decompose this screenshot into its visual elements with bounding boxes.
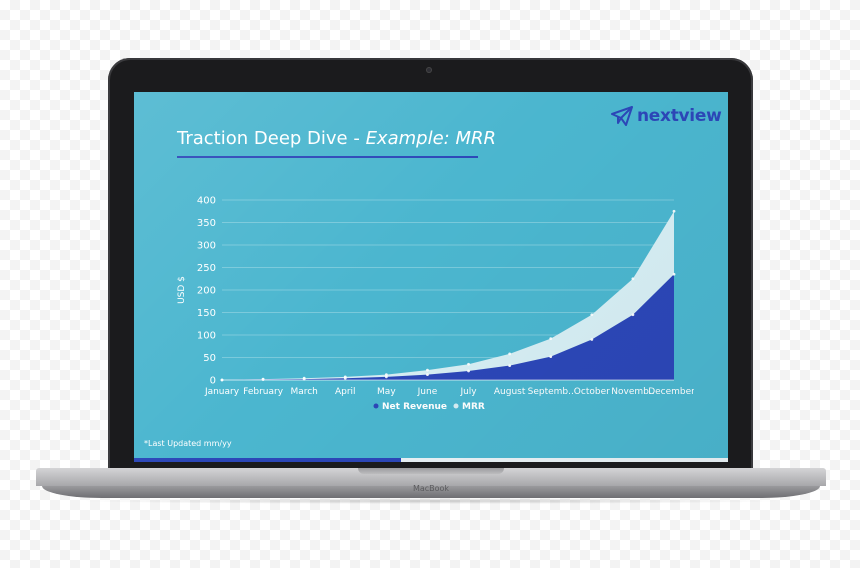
point-net-revenue bbox=[672, 272, 676, 276]
x-tick-label: March bbox=[290, 387, 317, 397]
x-tick-label: August bbox=[494, 387, 526, 397]
legend-label: MRR bbox=[462, 402, 485, 412]
laptop-lid: Traction Deep Dive - Example: MRR nextvi… bbox=[108, 58, 753, 470]
nextview-logo: nextview bbox=[611, 106, 722, 126]
x-tick-label: October bbox=[574, 387, 610, 397]
point-net-revenue bbox=[631, 313, 635, 317]
point-net-revenue bbox=[549, 355, 553, 358]
point-mrr bbox=[508, 352, 512, 356]
x-tick-label: May bbox=[377, 387, 396, 397]
point-net-revenue bbox=[467, 369, 470, 373]
y-tick-label: 350 bbox=[197, 218, 216, 229]
title-underline bbox=[177, 156, 478, 158]
footnote: *Last Updated mm/yy bbox=[144, 439, 232, 448]
y-tick-label: 200 bbox=[197, 286, 216, 297]
y-tick-label: 400 bbox=[197, 196, 216, 207]
y-tick-label: 150 bbox=[197, 308, 216, 319]
point-mrr bbox=[672, 209, 676, 213]
base-bottom bbox=[42, 486, 820, 498]
base-shadow bbox=[76, 498, 786, 504]
point-net-revenue bbox=[590, 338, 594, 341]
point-net-revenue bbox=[384, 375, 388, 379]
laptop-screen: Traction Deep Dive - Example: MRR nextvi… bbox=[134, 92, 728, 462]
slide-progress-bar bbox=[134, 458, 728, 462]
x-tick-label: Septemb.. bbox=[528, 387, 574, 397]
slide-title-emphasis: Example: MRR bbox=[365, 128, 496, 149]
y-tick-label: 300 bbox=[197, 241, 216, 252]
area-mrr bbox=[222, 211, 674, 380]
slide-title: Traction Deep Dive - Example: MRR bbox=[177, 128, 496, 149]
mrr-area-chart: 0 50 100 150 200 250 300 350 400 USD $ January Febr… bbox=[177, 196, 694, 413]
camera-icon bbox=[426, 67, 432, 73]
point-net-revenue bbox=[426, 373, 429, 376]
y-tick-label: 100 bbox=[197, 331, 216, 342]
y-axis-label: USD $ bbox=[177, 276, 187, 304]
slide-progress-fill bbox=[134, 458, 402, 462]
logo-text: nextview bbox=[637, 106, 722, 126]
x-tick-label: January bbox=[204, 387, 240, 397]
y-tick-label: 250 bbox=[197, 263, 216, 274]
point-mrr bbox=[549, 337, 553, 340]
slide-title-main: Traction Deep Dive - bbox=[177, 128, 366, 149]
x-tick-label: April bbox=[335, 387, 356, 397]
base-notch bbox=[358, 468, 504, 474]
point-mrr bbox=[631, 277, 635, 281]
x-tick-label: June bbox=[417, 387, 438, 397]
legend-marker bbox=[373, 403, 379, 409]
y-tick-label: 0 bbox=[210, 376, 216, 387]
point-mrr bbox=[384, 373, 388, 376]
x-tick-label: July bbox=[459, 387, 477, 397]
x-tick-label: Novemb.. bbox=[611, 387, 654, 397]
point-mrr bbox=[426, 368, 429, 372]
x-tick-label: February bbox=[243, 387, 284, 397]
point-net-revenue bbox=[508, 364, 512, 367]
base-top bbox=[36, 468, 826, 486]
point-mrr bbox=[467, 362, 470, 366]
paper-plane-icon bbox=[611, 106, 633, 126]
device-label: MacBook bbox=[412, 484, 450, 493]
legend-label: Net Revenue bbox=[382, 402, 447, 412]
point-net-revenue bbox=[343, 376, 347, 380]
area-net-revenue bbox=[222, 274, 674, 380]
x-tick-label: December.. bbox=[648, 387, 694, 397]
legend-marker bbox=[453, 403, 459, 409]
point-mrr bbox=[590, 313, 594, 317]
y-tick-label: 50 bbox=[203, 353, 216, 364]
laptop-base: MacBook bbox=[36, 468, 826, 504]
